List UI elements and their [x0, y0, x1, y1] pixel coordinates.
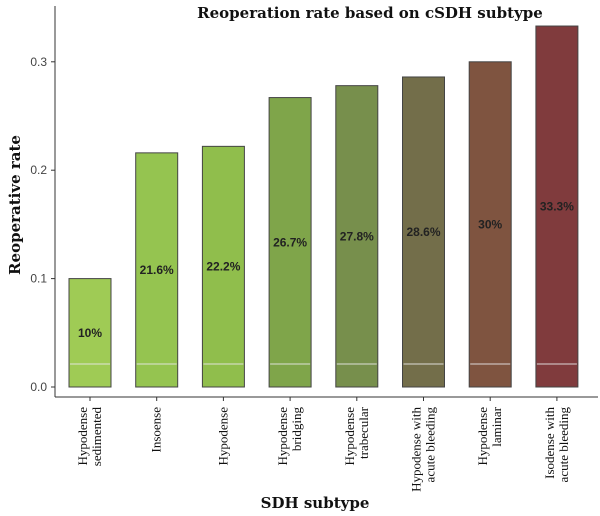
chart-title: Reoperation rate based on cSDH subtype	[197, 4, 543, 22]
data-label: 21.6%	[140, 263, 174, 277]
bar	[402, 76, 445, 388]
bar	[201, 145, 245, 388]
data-label: 22.2%	[206, 260, 240, 274]
x-axis-title: SDH subtype	[261, 494, 370, 512]
y-tick-label: 0.2	[30, 163, 47, 177]
y-tick-label: 0.1	[30, 272, 47, 286]
plot-area: 0.00.10.20.310%Hypodense sedimented21.6%I…	[30, 6, 598, 492]
x-tick-label: trabecular	[356, 406, 371, 459]
data-label: 26.7%	[273, 235, 307, 249]
data-label: 30%	[478, 217, 502, 231]
x-tick-label: acute bleeding	[423, 407, 438, 483]
x-tick-label: bridging	[289, 407, 304, 452]
y-axis-title: Reoperative rate	[6, 135, 24, 275]
x-tick-label: laminar	[489, 406, 504, 446]
x-tick-label: Hypodense	[275, 407, 290, 466]
y-tick-label: 0.3	[30, 55, 47, 69]
bar	[135, 152, 179, 388]
bar	[335, 85, 379, 388]
y-tick-label: 0.0	[30, 380, 47, 394]
bar	[535, 25, 579, 388]
x-tick-label: Hypodense	[475, 407, 490, 466]
bar	[268, 97, 312, 388]
data-label: 10%	[78, 326, 102, 340]
data-label: 33.3%	[540, 200, 574, 214]
x-tick-label: acute bleeding	[556, 407, 571, 483]
data-label: 28.6%	[406, 225, 440, 239]
x-tick-label: Hypodense	[342, 407, 357, 466]
x-tick-label: Hypodense	[215, 407, 230, 466]
x-tick-label: Insoense	[149, 407, 164, 453]
bar	[468, 61, 512, 388]
x-tick-label: Isodense with	[542, 407, 557, 479]
data-label: 27.8%	[340, 229, 374, 243]
x-tick-label: sedimented	[89, 407, 104, 467]
x-tick-label: Hypodense with	[409, 407, 424, 492]
bar	[68, 278, 112, 388]
x-tick-label: Hypodense	[75, 407, 90, 466]
